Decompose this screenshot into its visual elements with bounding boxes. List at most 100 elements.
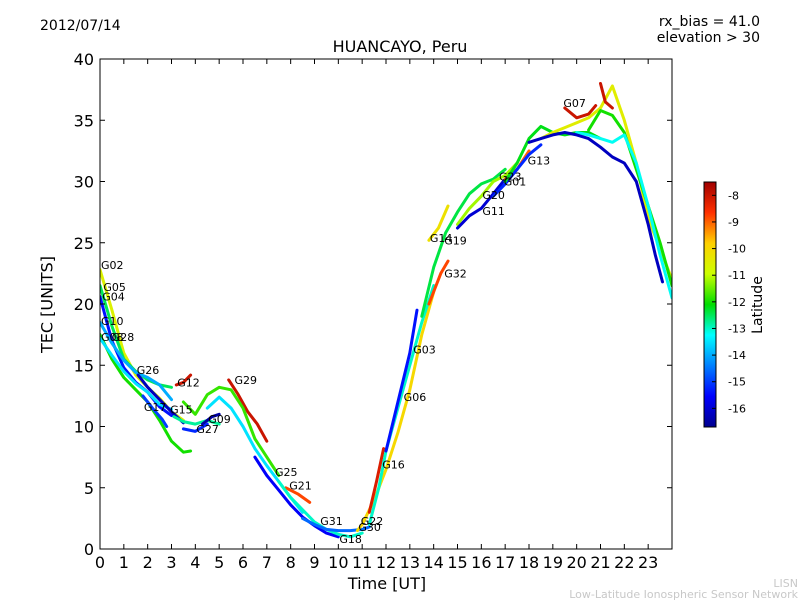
series-line-g09 xyxy=(201,412,221,426)
satellite-label: G12 xyxy=(177,376,200,389)
satellite-label: G21 xyxy=(289,479,312,492)
series-line-g21 xyxy=(284,486,312,504)
series-line-g20 xyxy=(456,161,519,226)
colorbar-tick-label: -15 xyxy=(728,376,746,389)
series-line-g15 xyxy=(172,415,221,426)
elevation-annotation: elevation > 30 xyxy=(656,30,760,46)
series-line-g10 xyxy=(100,320,173,402)
rx-bias-annotation: rx_bias = 41.0 xyxy=(658,14,760,30)
satellite-label: G14 xyxy=(430,232,453,245)
satellite-label: G05 xyxy=(103,281,126,294)
colorbar xyxy=(703,181,717,428)
series-line-g16 xyxy=(367,447,386,514)
x-axis-label: Time [UT] xyxy=(347,574,427,593)
x-tick-label: 2 xyxy=(143,553,153,572)
footer-org-short: LISN xyxy=(773,577,798,590)
satellite-label: G09 xyxy=(208,413,231,426)
series-line-g28 xyxy=(100,336,173,411)
satellite-label: G07 xyxy=(563,97,586,110)
series-line-g26 xyxy=(136,373,185,425)
satellite-label: G27 xyxy=(196,423,219,436)
y-tick-label: 10 xyxy=(74,418,94,437)
y-tick-label: 20 xyxy=(74,295,94,314)
series-line-g07d xyxy=(575,131,672,300)
x-tick-label: 12 xyxy=(376,553,396,572)
satellite-label: G29 xyxy=(234,374,257,387)
satellite-label: G32 xyxy=(444,267,467,280)
series-line-g29b xyxy=(181,385,281,477)
x-tick-label: 20 xyxy=(566,553,586,572)
satellite-label: G10 xyxy=(101,315,124,328)
series-line-g07e xyxy=(527,131,664,284)
satellite-label: G03 xyxy=(413,343,436,356)
y-tick-label: 30 xyxy=(74,173,94,192)
satellite-label: G28 xyxy=(112,331,135,344)
satellite-label: G04 xyxy=(102,291,125,304)
satellite-label: G31 xyxy=(320,515,343,528)
satellite-label: G06 xyxy=(404,391,427,404)
series-line-g07b xyxy=(539,84,672,281)
y-tick-label: 35 xyxy=(74,111,94,130)
x-tick-label: 19 xyxy=(543,553,563,572)
series-line-g07 xyxy=(563,104,598,120)
colorbar-tick-label: -16 xyxy=(728,402,746,415)
series-line-g27 xyxy=(181,422,209,433)
series-line-g08 xyxy=(100,333,193,454)
colorbar-tick-label: -8 xyxy=(728,189,739,202)
satellite-label: G26 xyxy=(137,364,160,377)
y-tick-label: 40 xyxy=(74,50,94,69)
x-tick-label: 14 xyxy=(423,553,443,572)
series-line-g03 xyxy=(384,308,419,453)
series-line-g32 xyxy=(427,259,450,306)
y-tick-label: 5 xyxy=(84,479,94,498)
satellite-label: G01 xyxy=(504,176,527,189)
series-line-g12 xyxy=(174,373,193,387)
x-tick-label: 7 xyxy=(262,553,272,572)
x-tick-label: 18 xyxy=(519,553,539,572)
satellite-label: G30 xyxy=(358,521,381,534)
colorbar-tick-label: -12 xyxy=(728,296,746,309)
satellite-label: G18 xyxy=(339,533,362,546)
x-tick-label: 17 xyxy=(495,553,515,572)
colorbar-tick-label: -13 xyxy=(728,322,746,335)
date-label: 2012/07/14 xyxy=(40,18,121,34)
x-tick-label: 6 xyxy=(238,553,248,572)
satellite-label: G19 xyxy=(444,234,467,247)
x-tick-label: 21 xyxy=(590,553,610,572)
series-line-g29 xyxy=(227,378,269,443)
colorbar-tick-label: -11 xyxy=(728,269,746,282)
x-tick-label: 4 xyxy=(190,553,200,572)
x-tick-label: 9 xyxy=(309,553,319,572)
satellite-label: G22 xyxy=(361,515,384,528)
colorbar-tick-label: -9 xyxy=(728,216,739,229)
colorbar-tick-label: -14 xyxy=(728,349,746,362)
series-line-g30 xyxy=(301,516,371,533)
series-line-g01 xyxy=(491,143,543,198)
x-tick-label: 15 xyxy=(447,553,467,572)
satellite-label: G20 xyxy=(482,189,505,202)
satellite-label: G25 xyxy=(275,466,298,479)
satellite-label: G15 xyxy=(170,403,193,416)
series-line-g14 xyxy=(427,204,450,242)
x-tick-label: 16 xyxy=(471,553,491,572)
satellite-label: G13 xyxy=(528,155,551,168)
x-tick-label: 8 xyxy=(286,553,296,572)
x-tick-label: 22 xyxy=(614,553,634,572)
y-tick-label: 15 xyxy=(74,356,94,375)
x-tick-label: 3 xyxy=(166,553,176,572)
satellite-label: G08 xyxy=(101,331,124,344)
chart-title: HUANCAYO, Peru xyxy=(332,37,468,56)
satellite-label: G23 xyxy=(499,171,522,184)
series-line-g31 xyxy=(253,455,340,539)
y-tick-label: 25 xyxy=(74,234,94,253)
x-tick-label: 0 xyxy=(95,553,105,572)
y-tick-label: 0 xyxy=(84,540,94,559)
footer-org-full: Low-Latitude Ionospheric Sensor Network xyxy=(569,588,798,601)
satellite-label: G02 xyxy=(101,259,124,272)
x-tick-label: 5 xyxy=(214,553,224,572)
colorbar-tick-label: -10 xyxy=(728,243,746,256)
satellite-label: G11 xyxy=(482,205,505,218)
satellite-label: G16 xyxy=(382,458,405,471)
series-line-g17 xyxy=(141,394,169,428)
